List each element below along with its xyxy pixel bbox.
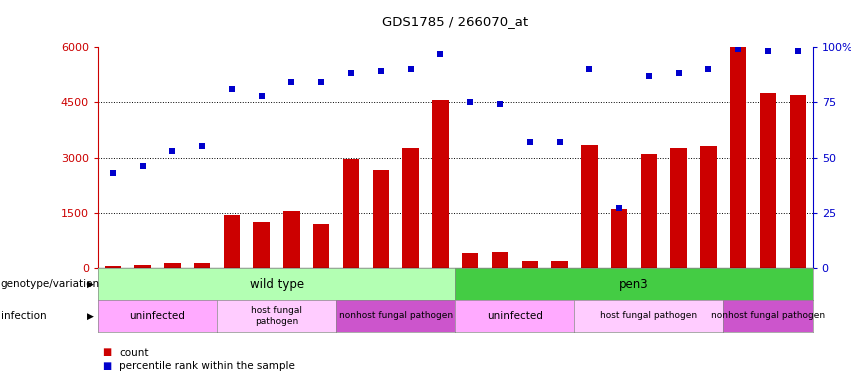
Text: ■: ■ [102,361,111,370]
Bar [760,93,776,268]
Bar [373,170,389,268]
Point [523,139,536,145]
Text: nonhost fungal pathogen: nonhost fungal pathogen [711,311,825,320]
Bar [343,159,359,268]
Point [642,73,655,79]
Point [344,70,357,76]
Bar [313,224,329,268]
Text: count: count [119,348,149,357]
Point [255,93,269,99]
Point [463,99,477,105]
Text: host fungal pathogen: host fungal pathogen [600,311,698,320]
Bar [700,147,717,268]
Bar [194,263,210,268]
Text: genotype/variation: genotype/variation [1,279,100,289]
Text: percentile rank within the sample: percentile rank within the sample [119,361,295,370]
Point [701,66,715,72]
Text: uninfected: uninfected [129,311,186,321]
Point [731,46,745,52]
Text: infection: infection [1,311,47,321]
Point [672,70,686,76]
Bar [671,148,687,268]
Point [582,66,596,72]
Text: ■: ■ [102,348,111,357]
Point [106,170,119,176]
Point [315,79,328,85]
Bar [134,265,151,268]
Point [196,144,209,150]
Point [493,101,506,107]
Point [761,48,774,54]
Text: nonhost fungal pathogen: nonhost fungal pathogen [339,311,453,320]
Point [553,139,567,145]
Text: GDS1785 / 266070_at: GDS1785 / 266070_at [382,15,528,28]
Point [612,206,625,212]
Text: ▶: ▶ [87,280,94,289]
Point [225,86,238,92]
Point [791,48,805,54]
Point [433,51,448,57]
Bar [581,145,597,268]
Bar [611,209,627,268]
Bar [105,266,121,268]
Text: ▶: ▶ [87,311,94,320]
Text: uninfected: uninfected [487,311,543,321]
Text: wild type: wild type [249,278,304,291]
Bar [403,148,419,268]
Bar [254,222,270,268]
Bar [790,95,806,268]
Text: pen3: pen3 [620,278,648,291]
Bar [283,211,300,268]
Bar [730,47,746,268]
Text: host fungal
pathogen: host fungal pathogen [251,306,302,326]
Point [136,164,150,170]
Bar [432,100,448,268]
Bar [164,263,180,268]
Bar [462,254,478,268]
Point [284,79,298,85]
Bar [641,154,657,268]
Bar [224,214,240,268]
Point [403,66,417,72]
Bar [522,261,538,268]
Point [374,68,387,74]
Bar [551,261,568,268]
Bar [492,252,508,268]
Point [165,148,179,154]
